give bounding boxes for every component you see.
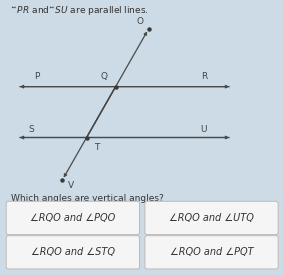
Text: O: O xyxy=(137,18,143,26)
FancyBboxPatch shape xyxy=(145,236,278,269)
Text: ∠RQO and ∠PQO: ∠RQO and ∠PQO xyxy=(30,213,115,223)
Text: ∠RQO and ∠UTQ: ∠RQO and ∠UTQ xyxy=(169,213,254,223)
Text: R: R xyxy=(201,73,207,81)
Text: Which angles are vertical angles?: Which angles are vertical angles? xyxy=(11,194,164,203)
Text: V: V xyxy=(68,181,74,190)
FancyBboxPatch shape xyxy=(145,201,278,235)
FancyBboxPatch shape xyxy=(6,201,140,235)
FancyBboxPatch shape xyxy=(6,236,140,269)
Text: P: P xyxy=(34,73,39,81)
Text: U: U xyxy=(201,125,207,134)
Text: $\overleftrightarrow{PR}$ and $\overleftrightarrow{SU}$ are parallel lines.: $\overleftrightarrow{PR}$ and $\overleft… xyxy=(11,4,149,17)
Text: T: T xyxy=(94,143,99,152)
Text: S: S xyxy=(28,125,34,134)
Text: Q: Q xyxy=(101,73,108,81)
Text: ∠RQO and ∠PQT: ∠RQO and ∠PQT xyxy=(170,247,253,257)
Text: ∠RQO and ∠STQ: ∠RQO and ∠STQ xyxy=(31,247,115,257)
